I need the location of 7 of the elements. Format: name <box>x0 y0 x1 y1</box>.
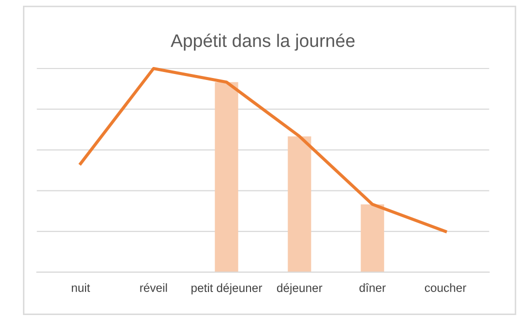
x-tick-label: nuit <box>72 283 90 292</box>
x-tick-label: déjeuner <box>277 283 322 294</box>
x-tick-label: dîner <box>359 283 386 292</box>
chart-title: Appétit dans la journée <box>170 34 355 51</box>
x-tick-label: petit déjeuner <box>192 283 262 294</box>
x-tick-label: coucher <box>424 283 466 292</box>
x-tick-label: réveil <box>140 283 167 292</box>
